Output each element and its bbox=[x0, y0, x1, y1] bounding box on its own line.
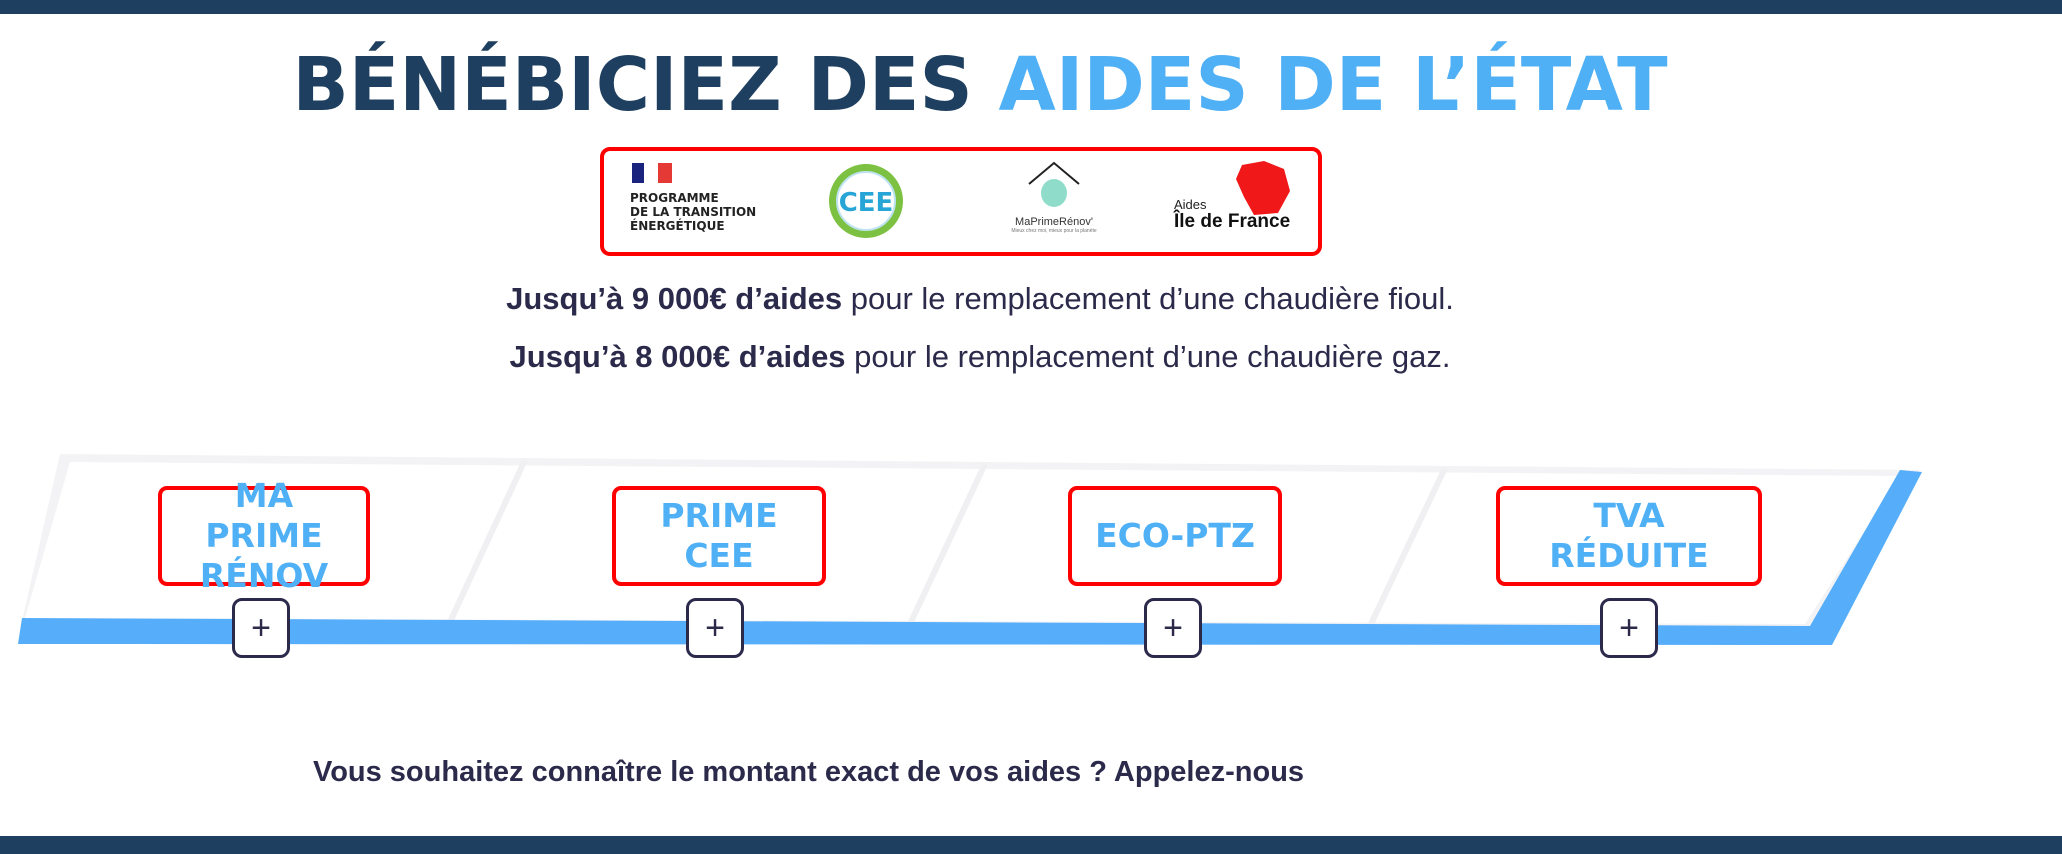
plus-icon: + bbox=[705, 608, 725, 647]
expand-tva-reduite-button[interactable]: + bbox=[1600, 598, 1658, 658]
plus-icon: + bbox=[1163, 608, 1183, 647]
aid-tva-reduite[interactable]: TVA RÉDUITE bbox=[1496, 486, 1762, 586]
aid-label: PRIME CEE bbox=[660, 496, 778, 575]
cee-logo: CEE bbox=[826, 161, 906, 246]
programme-line: DE LA TRANSITION bbox=[630, 205, 757, 219]
maprimerenov-text: MaPrimeRénov' bbox=[1015, 216, 1093, 228]
plus-icon: + bbox=[1619, 608, 1639, 647]
aid-label: MA PRIME RÉNOV bbox=[199, 476, 329, 595]
aid-eco-ptz[interactable]: ECO-PTZ bbox=[1068, 486, 1282, 586]
aids-band bbox=[18, 454, 1922, 645]
programme-line: ÉNERGÉTIQUE bbox=[630, 219, 725, 233]
programme-line: PROGRAMME bbox=[630, 191, 719, 205]
title-part2: AIDES DE L’ÉTAT bbox=[998, 42, 1668, 128]
idf-map-icon bbox=[1236, 161, 1290, 215]
idf-big-text: Île de France bbox=[1174, 211, 1291, 232]
expand-ma-prime-renov-button[interactable]: + bbox=[232, 598, 290, 658]
bottom-bar bbox=[0, 836, 2062, 854]
aid-line-fioul: Jusqu’à 9 000€ d’aides pour le remplacem… bbox=[0, 281, 1960, 317]
aid-prime-cee[interactable]: PRIME CEE bbox=[612, 486, 826, 586]
aid-label: TVA RÉDUITE bbox=[1549, 496, 1709, 575]
idf-logo: Aides Île de France bbox=[1174, 161, 1304, 241]
partner-logos: PROGRAMME DE LA TRANSITION ÉNERGÉTIQUE C… bbox=[600, 147, 1322, 256]
idf-small-text: Aides bbox=[1174, 197, 1207, 212]
maprimerenov-tagline: Mieux chez moi, mieux pour la planète bbox=[1011, 228, 1097, 234]
aid-label: ECO-PTZ bbox=[1095, 516, 1255, 555]
page-title: BÉNÉBICIEZ DES AIDES DE L’ÉTAT bbox=[0, 42, 1960, 128]
aid-amount: Jusqu’à 8 000€ d’aides bbox=[509, 339, 846, 374]
maprimerenov-logo: MaPrimeRénov' Mieux chez moi, mieux pour… bbox=[999, 159, 1109, 234]
expand-eco-ptz-button[interactable]: + bbox=[1144, 598, 1202, 658]
french-flag-icon bbox=[632, 163, 672, 183]
top-bar bbox=[0, 0, 2062, 14]
aid-desc: pour le remplacement d’une chaudière gaz… bbox=[845, 339, 1451, 374]
call-to-action: Vous souhaitez connaître le montant exac… bbox=[313, 756, 1305, 788]
title-part1: BÉNÉBICIEZ DES bbox=[292, 42, 973, 128]
expand-prime-cee-button[interactable]: + bbox=[686, 598, 744, 658]
aid-ma-prime-renov[interactable]: MA PRIME RÉNOV bbox=[158, 476, 370, 595]
svg-text:CEE: CEE bbox=[839, 188, 894, 218]
aid-amount: Jusqu’à 9 000€ d’aides bbox=[506, 281, 843, 316]
aid-desc: pour le remplacement d’une chaudière fio… bbox=[842, 281, 1454, 316]
aid-line-gaz: Jusqu’à 8 000€ d’aides pour le remplacem… bbox=[0, 339, 1960, 375]
programme-transition-logo: PROGRAMME DE LA TRANSITION ÉNERGÉTIQUE bbox=[630, 163, 756, 233]
plus-icon: + bbox=[251, 608, 271, 647]
